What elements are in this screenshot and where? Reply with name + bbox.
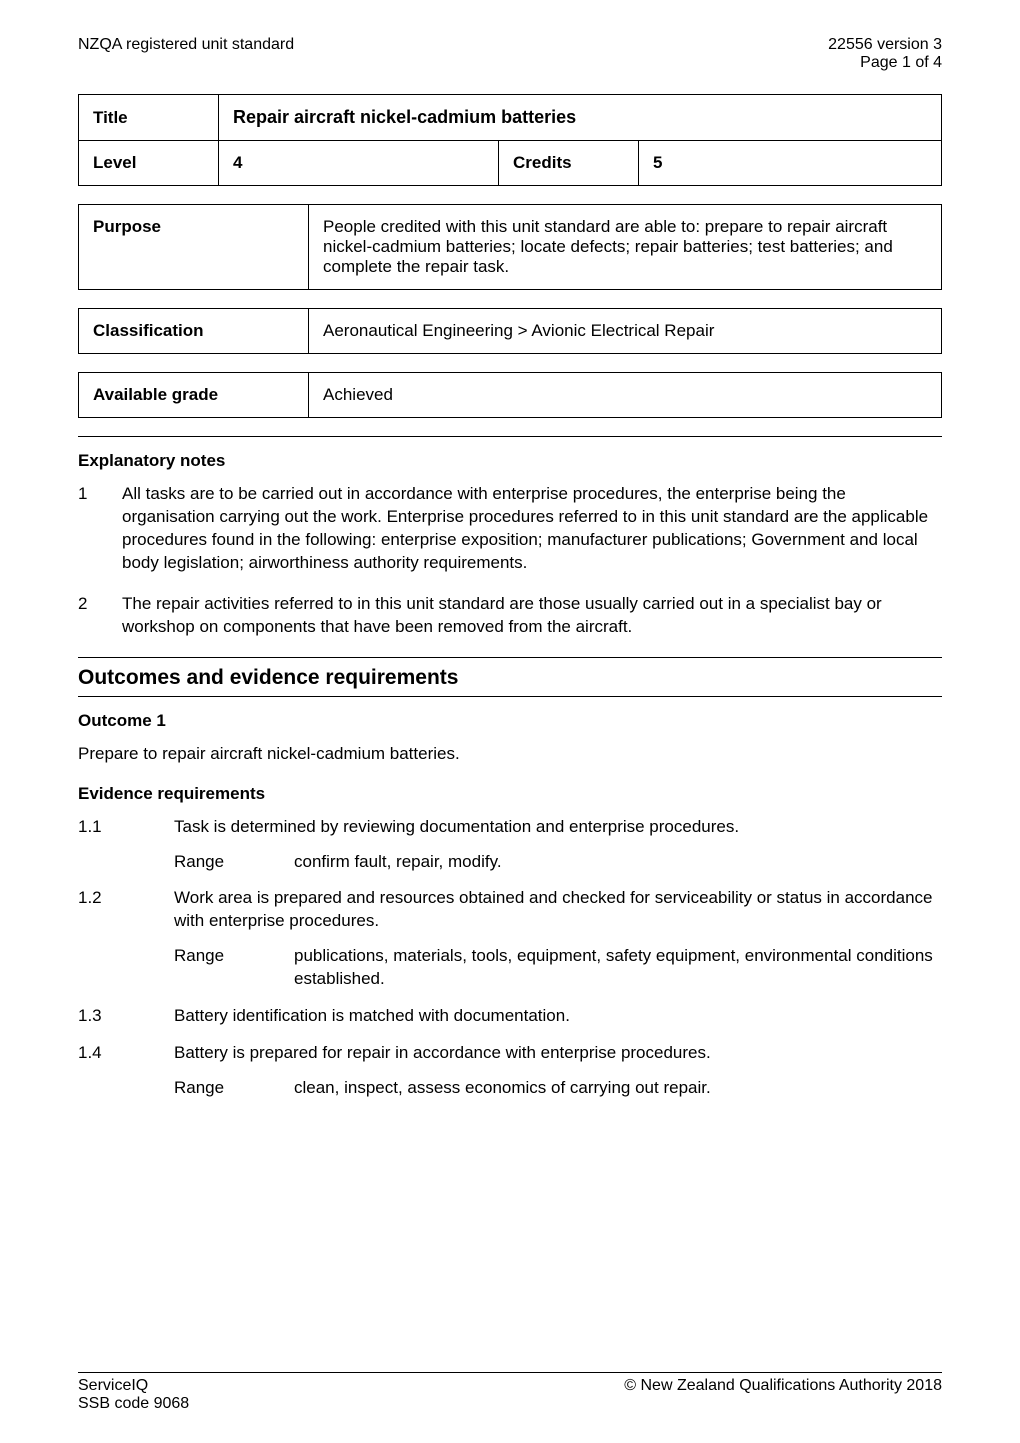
evidence-text: Task is determined by reviewing document… [174, 816, 942, 839]
evidence-num: 1.2 [78, 887, 174, 991]
evidence-body: Battery identification is matched with d… [174, 1005, 942, 1028]
footer-left: ServiceIQ SSB code 9068 [78, 1377, 189, 1413]
credits-value: 5 [639, 141, 942, 186]
range-label: Range [174, 851, 294, 874]
level-value: 4 [219, 141, 499, 186]
footer-org: ServiceIQ [78, 1377, 189, 1395]
evidence-num: 1.4 [78, 1042, 174, 1100]
header-left: NZQA registered unit standard [78, 36, 294, 72]
evidence-text: Battery identification is matched with d… [174, 1005, 942, 1028]
evidence-item: 1.3 Battery identification is matched wi… [78, 1005, 942, 1028]
credits-label: Credits [499, 141, 639, 186]
available-grade-label: Available grade [79, 373, 309, 418]
separator [78, 436, 942, 437]
outcome-1-desc: Prepare to repair aircraft nickel-cadmiu… [78, 743, 942, 766]
separator [78, 657, 942, 658]
explanatory-heading: Explanatory notes [78, 451, 942, 471]
purpose-text: People credited with this unit standard … [309, 205, 942, 290]
evidence-text: Work area is prepared and resources obta… [174, 887, 942, 933]
evidence-text: Battery is prepared for repair in accord… [174, 1042, 942, 1065]
evidence-item: 1.1 Task is determined by reviewing docu… [78, 816, 942, 874]
outcomes-heading: Outcomes and evidence requirements [78, 666, 942, 690]
outcome-1-heading: Outcome 1 [78, 711, 942, 731]
footer-ssb: SSB code 9068 [78, 1395, 189, 1413]
header-version: 22556 version 3 [828, 36, 942, 54]
range-text: confirm fault, repair, modify. [294, 851, 942, 874]
evidence-num: 1.3 [78, 1005, 174, 1028]
footer-right: © New Zealand Qualifications Authority 2… [624, 1377, 942, 1413]
evidence-body: Battery is prepared for repair in accord… [174, 1042, 942, 1100]
explanatory-note: The repair activities referred to in thi… [78, 593, 942, 639]
classification-text: Aeronautical Engineering > Avionic Elect… [309, 309, 942, 354]
purpose-table: Purpose People credited with this unit s… [78, 204, 942, 290]
range-text: publications, materials, tools, equipmen… [294, 945, 942, 991]
level-label: Level [79, 141, 219, 186]
title-label: Title [79, 95, 219, 141]
classification-label: Classification [79, 309, 309, 354]
range-label: Range [174, 945, 294, 991]
page: NZQA registered unit standard 22556 vers… [0, 0, 1020, 1443]
explanatory-note: All tasks are to be carried out in accor… [78, 483, 942, 575]
separator [78, 696, 942, 697]
range-text: clean, inspect, assess economics of carr… [294, 1077, 942, 1100]
page-header: NZQA registered unit standard 22556 vers… [78, 36, 942, 72]
classification-table: Classification Aeronautical Engineering … [78, 308, 942, 354]
title-table: Title Repair aircraft nickel-cadmium bat… [78, 94, 942, 186]
header-page: Page 1 of 4 [828, 54, 942, 72]
evidence-body: Task is determined by reviewing document… [174, 816, 942, 874]
available-grade-text: Achieved [309, 373, 942, 418]
page-footer: ServiceIQ SSB code 9068 © New Zealand Qu… [78, 1372, 942, 1413]
evidence-heading: Evidence requirements [78, 784, 942, 804]
range-label: Range [174, 1077, 294, 1100]
available-grade-table: Available grade Achieved [78, 372, 942, 418]
evidence-body: Work area is prepared and resources obta… [174, 887, 942, 991]
evidence-num: 1.1 [78, 816, 174, 874]
evidence-item: 1.4 Battery is prepared for repair in ac… [78, 1042, 942, 1100]
purpose-label: Purpose [79, 205, 309, 290]
title-value: Repair aircraft nickel-cadmium batteries [219, 95, 942, 141]
explanatory-notes-list: All tasks are to be carried out in accor… [78, 483, 942, 639]
evidence-item: 1.2 Work area is prepared and resources … [78, 887, 942, 991]
header-right: 22556 version 3 Page 1 of 4 [828, 36, 942, 72]
